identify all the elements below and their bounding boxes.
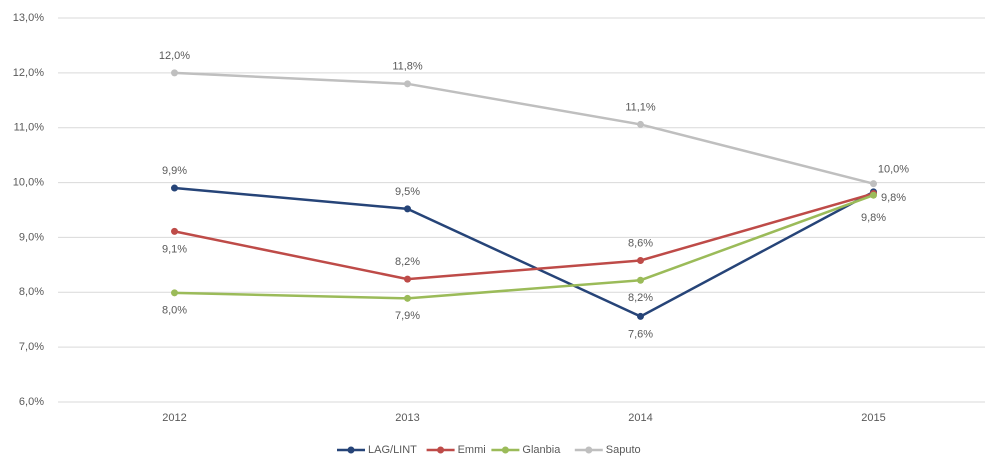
point	[870, 191, 877, 199]
point	[637, 256, 644, 264]
legend-label: Emmi	[458, 444, 486, 456]
point	[171, 184, 178, 192]
data-label: 8,0%	[162, 305, 187, 317]
point	[637, 120, 644, 128]
point	[637, 276, 644, 284]
data-label: 9,8%	[881, 192, 906, 204]
data-label: 9,9%	[162, 165, 187, 177]
point	[404, 205, 411, 213]
legend-marker	[347, 446, 355, 454]
point	[171, 227, 178, 235]
series-line	[174, 186, 875, 318]
y-tick-label: 9,0%	[19, 231, 44, 243]
data-label: 11,1%	[625, 101, 656, 113]
y-tick-label: 11,0%	[14, 122, 45, 134]
x-tick-label: 2014	[628, 412, 652, 424]
legend-label: LAG/LINT	[368, 444, 417, 456]
series-line	[174, 71, 874, 185]
x-tick-label: 2015	[861, 412, 885, 424]
data-label: 7,9%	[395, 310, 420, 322]
x-tick-label: 2012	[162, 412, 186, 424]
data-label: 10,0%	[878, 164, 909, 176]
y-tick-label: 10,0%	[13, 176, 44, 188]
legend-marker	[585, 446, 593, 454]
point	[171, 69, 178, 77]
data-label: 8,6%	[628, 237, 653, 249]
data-label: 9,1%	[162, 243, 187, 255]
legend-label: Saputo	[606, 444, 641, 456]
point	[404, 294, 411, 302]
series-line	[174, 192, 874, 281]
y-tick-label: 8,0%	[19, 286, 44, 298]
data-label: 11,8%	[392, 61, 423, 73]
y-tick-label: 12,0%	[13, 67, 44, 79]
y-tick-label: 7,0%	[19, 341, 44, 353]
legend-label: Glanbia	[522, 444, 561, 456]
series-line	[174, 194, 874, 300]
data-label: 7,6%	[628, 328, 653, 340]
point	[404, 275, 411, 283]
data-label: 8,2%	[628, 292, 653, 304]
data-label: 9,5%	[395, 186, 420, 198]
data-label: 9,8%	[861, 212, 886, 224]
point	[404, 80, 411, 88]
legend-marker	[501, 446, 509, 454]
data-label: 8,2%	[395, 256, 420, 268]
y-tick-label: 6,0%	[19, 396, 44, 408]
y-tick-label: 13,0%	[13, 12, 44, 24]
x-tick-label: 2013	[395, 412, 419, 424]
point	[171, 289, 178, 297]
data-label: 12,0%	[159, 50, 190, 62]
legend-marker	[437, 446, 445, 454]
point	[870, 180, 877, 188]
point	[637, 312, 644, 320]
